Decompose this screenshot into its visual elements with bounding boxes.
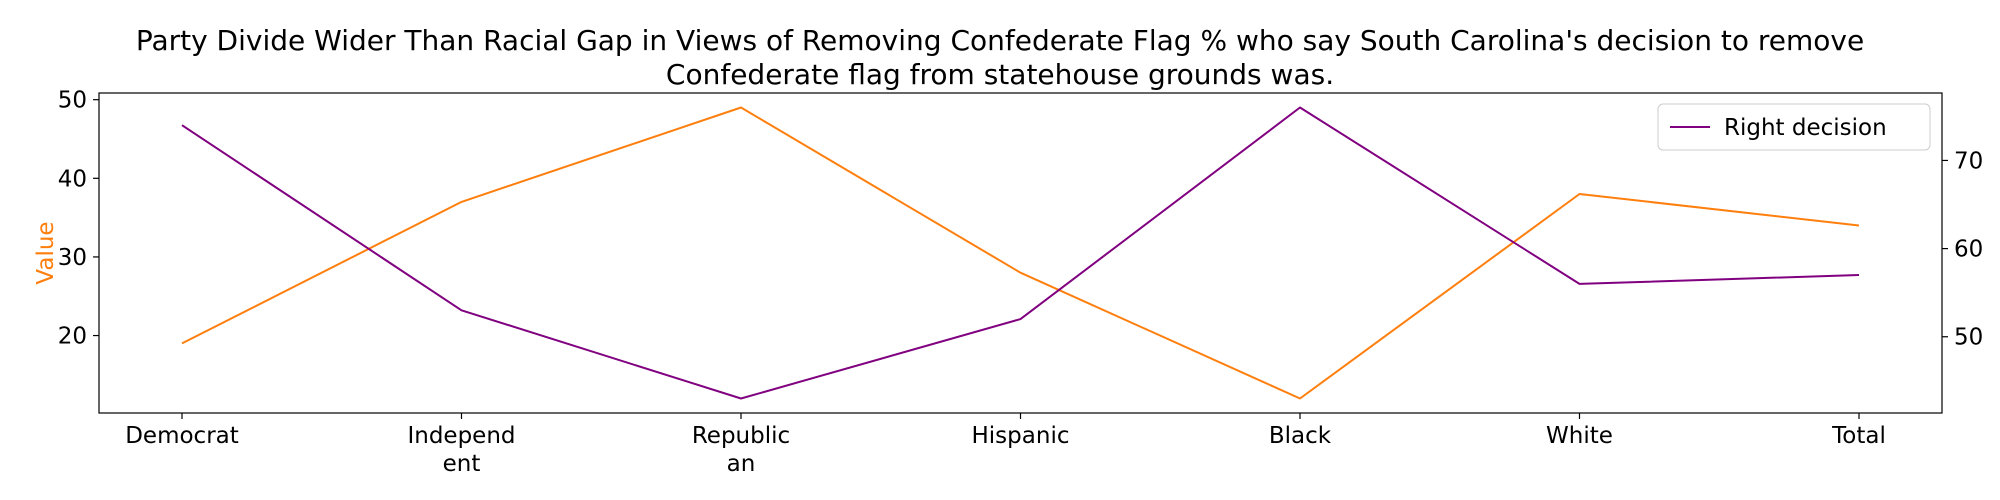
data-point: [460, 308, 464, 312]
data-point: [739, 396, 743, 400]
x-tick-label-line: Independ: [407, 423, 515, 449]
data-point: [180, 341, 184, 345]
x-tick-label: Black: [1269, 423, 1332, 449]
legend: Right decision: [1657, 103, 1931, 151]
left-y-tick-label: 30: [58, 245, 87, 271]
chart-title-line: Confederate flag from statehouse grounds…: [666, 58, 1334, 91]
right-y-tick-label: 60: [1954, 237, 1983, 263]
data-point: [739, 106, 743, 110]
x-tick-label-line: an: [727, 451, 756, 477]
data-point: [1857, 223, 1861, 227]
x-tick-label: Hispanic: [972, 423, 1070, 449]
data-point: [1578, 282, 1582, 286]
x-tick-label-line: Democrat: [125, 423, 239, 449]
left-y-tick-label: 20: [58, 324, 87, 350]
right-y-tick-label: 50: [1954, 325, 1983, 351]
series-line-left-axis: [181, 106, 1860, 400]
x-tick-label: White: [1546, 423, 1613, 449]
data-point: [1857, 273, 1861, 277]
left-y-tick-label: 40: [58, 166, 87, 192]
data-point: [1298, 106, 1302, 110]
x-tick-label: Total: [1831, 423, 1886, 449]
x-tick-label-line: Black: [1269, 423, 1332, 449]
x-tick-label: Republic an: [692, 423, 790, 477]
x-tick-label-line: Republic: [692, 423, 790, 449]
x-tick-label-line: White: [1546, 423, 1613, 449]
data-point: [460, 200, 464, 204]
series-line-right-axis: [181, 106, 1860, 400]
chart-title-line: Party Divide Wider Than Racial Gap in Vi…: [136, 24, 1864, 57]
y-axis-label: Value: [33, 221, 59, 284]
data-point: [1019, 271, 1023, 275]
legend-label: Right decision: [1724, 115, 1887, 141]
left-y-tick-label: 50: [58, 88, 87, 114]
data-point: [1019, 317, 1023, 321]
x-tick-label: Independ ent: [407, 423, 515, 477]
right-y-tick-label: 70: [1954, 148, 1983, 174]
data-point: [1578, 192, 1582, 196]
x-tick-label: Democrat: [125, 423, 239, 449]
chart-title: Party Divide Wider Than Racial Gap in Vi…: [136, 24, 1864, 91]
x-tick-label-line: ent: [443, 451, 481, 477]
data-point: [180, 123, 184, 127]
data-point: [1298, 396, 1302, 400]
legend-box: [1657, 103, 1931, 151]
x-tick-label-line: Total: [1831, 423, 1886, 449]
x-tick-label-line: Hispanic: [972, 423, 1070, 449]
